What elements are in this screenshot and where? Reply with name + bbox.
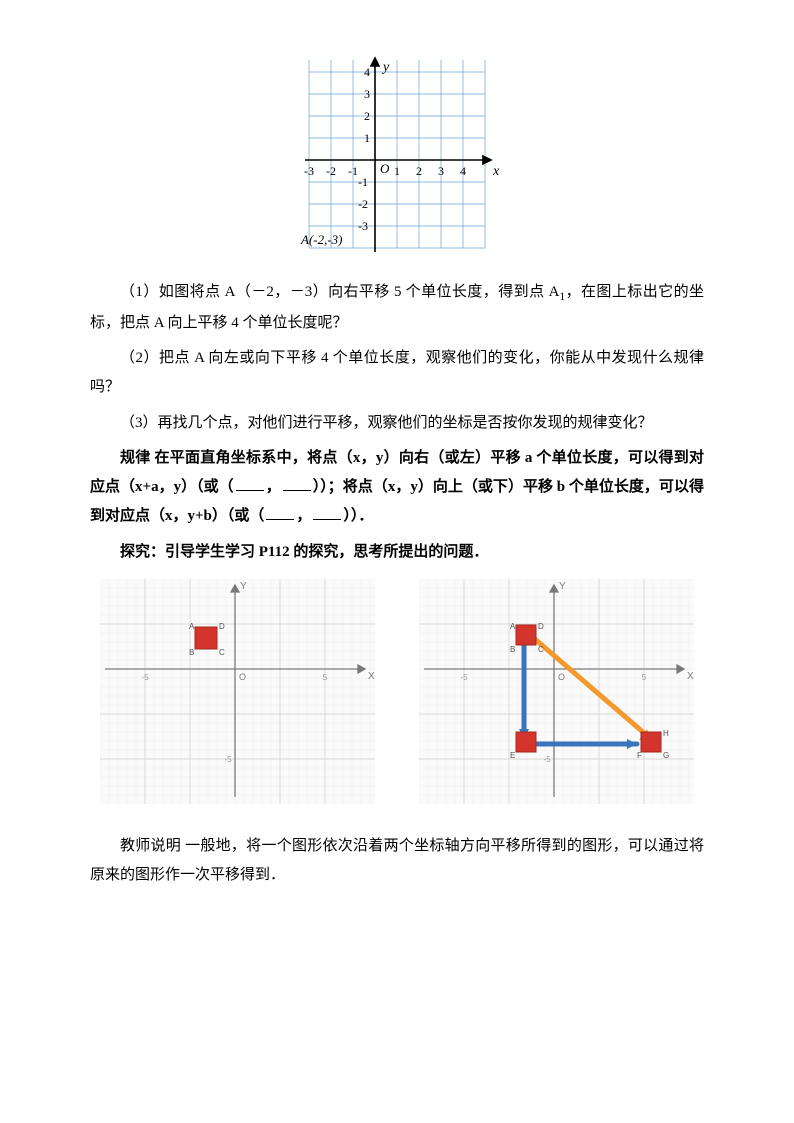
svg-text:4: 4 bbox=[460, 164, 466, 178]
svg-text:A: A bbox=[189, 622, 195, 631]
rule-lead: 规律 bbox=[120, 450, 151, 466]
origin-right: O bbox=[558, 672, 565, 682]
figure-pair: A D B C X Y O -5 5 -5 bbox=[90, 579, 704, 804]
svg-text:D: D bbox=[219, 622, 225, 631]
svg-text:-5: -5 bbox=[141, 673, 149, 682]
question-3: （3）再找几个点，对他们进行平移，观察他们的坐标是否按你发现的规律变化？ bbox=[90, 409, 704, 438]
explore-heading: 探究：引导学生学习 P112 的探究，思考所提出的问题． bbox=[90, 538, 704, 567]
svg-text:-3: -3 bbox=[304, 164, 314, 178]
rule-d: ， bbox=[296, 508, 311, 524]
blank-2 bbox=[283, 475, 311, 491]
svg-text:C: C bbox=[538, 645, 544, 654]
x-axis-label: x bbox=[492, 164, 500, 179]
svg-text:1: 1 bbox=[394, 164, 400, 178]
question-1: （1）如图将点 A（－2，－3）向右平移 5 个单位长度，得到点 A1，在图上标… bbox=[90, 278, 704, 338]
svg-text:3: 3 bbox=[364, 87, 370, 101]
explore-text: 引导学生学习 P112 的探究，思考所提出的问题． bbox=[165, 544, 488, 560]
teacher-note: 教师说明 一般地，将一个图形依次沿着两个坐标轴方向平移所得到的图形，可以通过将原… bbox=[90, 832, 704, 891]
svg-text:-5: -5 bbox=[460, 673, 468, 682]
rule-e: ））． bbox=[343, 508, 373, 524]
svg-text:2: 2 bbox=[416, 164, 422, 178]
svg-text:-5: -5 bbox=[224, 755, 232, 764]
rule-b: ， bbox=[266, 479, 281, 495]
x-axis-label-right: X bbox=[687, 671, 694, 682]
y-axis-label: y bbox=[381, 60, 390, 75]
svg-text:G: G bbox=[663, 751, 669, 760]
blank-4 bbox=[313, 504, 341, 520]
svg-text:-2: -2 bbox=[326, 164, 336, 178]
svg-text:-1: -1 bbox=[358, 175, 368, 189]
origin-label: O bbox=[380, 161, 390, 176]
q1-text: （1）如图将点 A（－2，－3）向右平移 5 个单位长度，得到点 A bbox=[120, 284, 560, 300]
svg-text:1: 1 bbox=[364, 131, 370, 145]
svg-text:5: 5 bbox=[642, 673, 647, 682]
y-axis-label-left: Y bbox=[240, 581, 247, 592]
svg-text:-1: -1 bbox=[348, 164, 358, 178]
grid-chart-1: -3 -2 -1 1 2 3 4 1 2 3 4 -1 -2 -3 y x O … bbox=[285, 50, 510, 260]
svg-text:5: 5 bbox=[323, 673, 328, 682]
blank-3 bbox=[266, 504, 294, 520]
svg-text:F: F bbox=[637, 751, 642, 760]
teacher-note-text: 一般地，将一个图形依次沿着两个坐标轴方向平移所得到的图形，可以通过将原来的图形作… bbox=[90, 838, 704, 883]
svg-text:B: B bbox=[189, 648, 194, 657]
svg-text:-5: -5 bbox=[543, 755, 551, 764]
svg-text:H: H bbox=[663, 729, 669, 738]
x-axis-label-left: X bbox=[368, 671, 375, 682]
rule-paragraph: 规律 在平面直角坐标系中，将点（x，y）向右（或左）平移 a 个单位长度，可以得… bbox=[90, 444, 704, 532]
svg-text:4: 4 bbox=[364, 65, 370, 79]
blank-1 bbox=[236, 475, 264, 491]
svg-text:B: B bbox=[510, 645, 515, 654]
svg-text:C: C bbox=[219, 648, 225, 657]
origin-left: O bbox=[239, 672, 246, 682]
grid-chart-right: A D B C E F G H X Y O -5 5 -5 bbox=[419, 579, 694, 804]
svg-text:2: 2 bbox=[364, 109, 370, 123]
figure-1: -3 -2 -1 1 2 3 4 1 2 3 4 -1 -2 -3 y x O … bbox=[90, 50, 704, 260]
svg-text:-2: -2 bbox=[358, 197, 368, 211]
svg-text:D: D bbox=[538, 622, 544, 631]
svg-text:-3: -3 bbox=[358, 219, 368, 233]
svg-text:3: 3 bbox=[438, 164, 444, 178]
question-2: （2）把点 A 向左或向下平移 4 个单位长度，观察他们的变化，你能从中发现什么… bbox=[90, 344, 704, 403]
explore-title: 探究： bbox=[120, 544, 165, 560]
y-axis-label-right: Y bbox=[559, 581, 566, 592]
grid-chart-left: A D B C X Y O -5 5 -5 bbox=[100, 579, 375, 804]
point-a-label: A(-2,-3) bbox=[300, 232, 343, 247]
document-page: -3 -2 -1 1 2 3 4 1 2 3 4 -1 -2 -3 y x O … bbox=[0, 0, 794, 1123]
svg-text:A: A bbox=[510, 622, 516, 631]
svg-text:E: E bbox=[510, 751, 515, 760]
teacher-note-lead: 教师说明 bbox=[120, 838, 181, 854]
